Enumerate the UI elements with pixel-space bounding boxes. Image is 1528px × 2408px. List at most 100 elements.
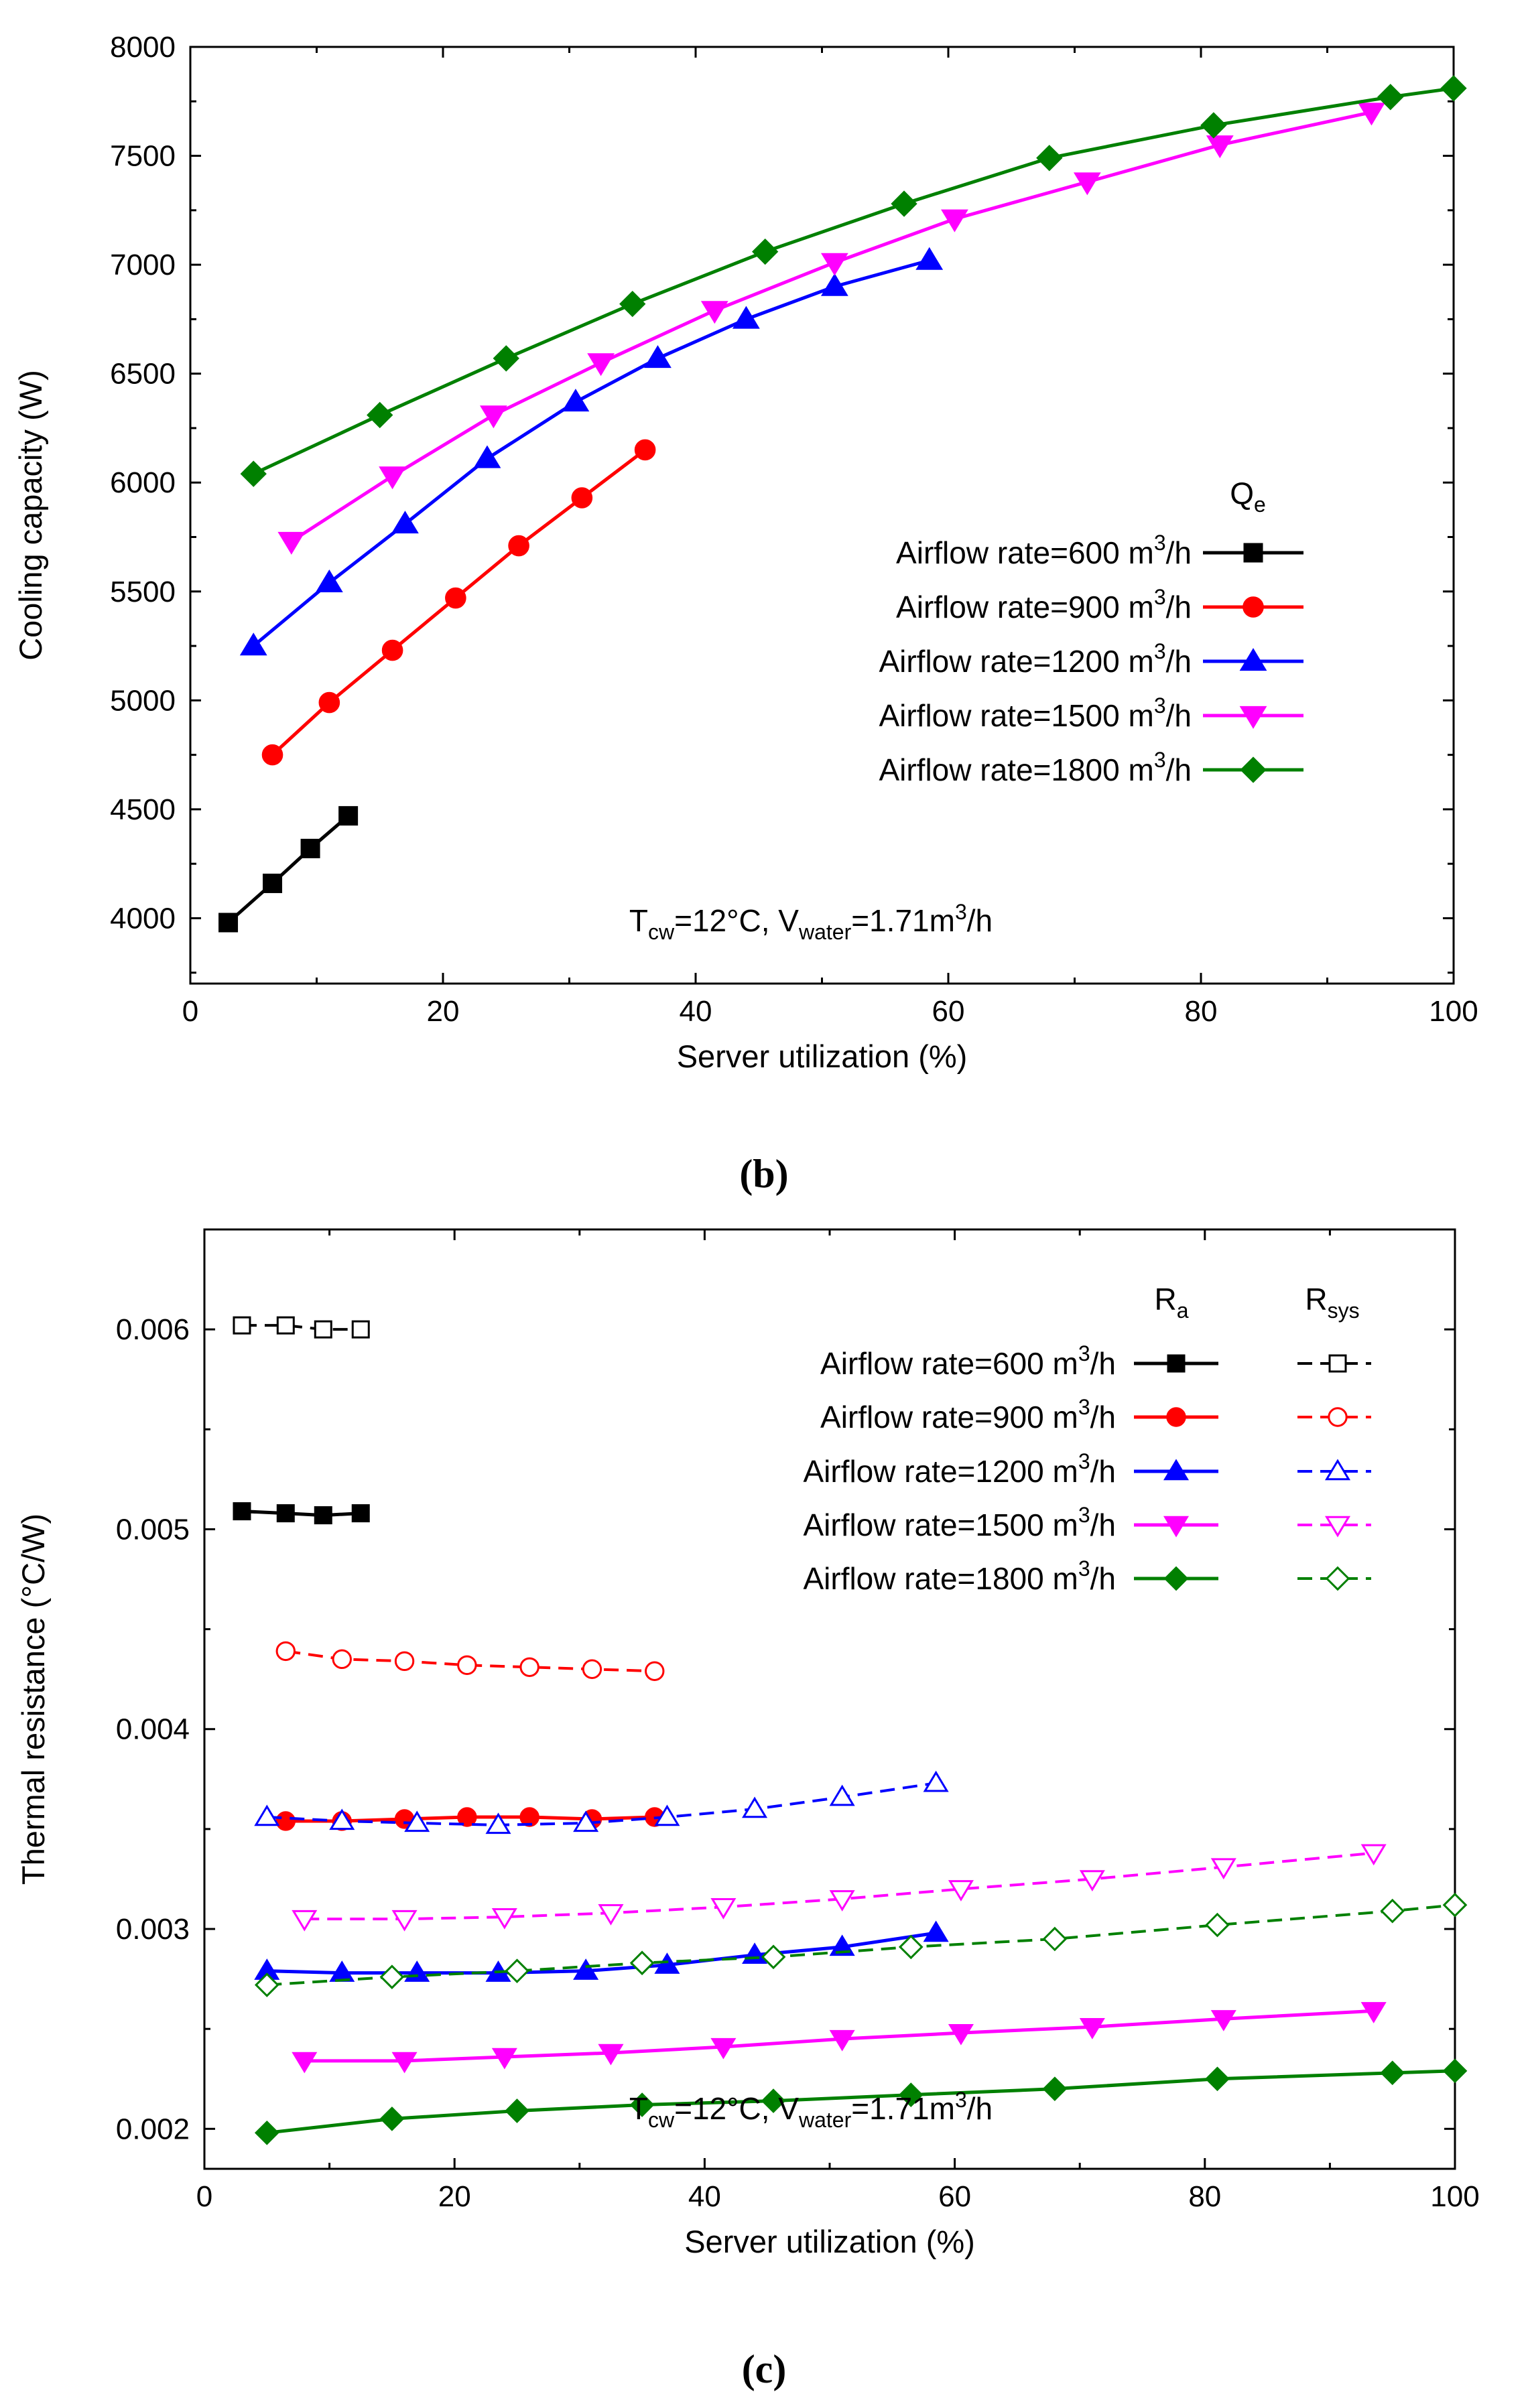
data-point [318, 691, 340, 714]
x-tick-label: 0 [182, 995, 198, 1028]
legend-label: Airflow rate=1800 m3/h [879, 748, 1192, 787]
data-point-rsys [379, 1964, 405, 1989]
data-point-rsys [1079, 1870, 1105, 1891]
conditions-annotation: Tcw=12°C, Vwater=1.71m3/h [629, 2088, 993, 2132]
legend-label-text: Airflow rate=1500 m [879, 698, 1153, 733]
data-point [315, 569, 343, 592]
annotation-sup: 3 [955, 2088, 967, 2112]
data-point-ra [254, 2120, 279, 2145]
data-point-ra [491, 2048, 517, 2070]
data-point-rsys [761, 1944, 786, 1970]
annotation-v-sub: water [798, 2108, 852, 2132]
legend-label-text: Airflow rate=1500 m [803, 1508, 1078, 1542]
legend-label-unit: /h [1166, 644, 1192, 679]
series-line-ra [267, 2069, 1456, 2135]
legend-marker-ra [1163, 1516, 1190, 1538]
legend-label: Airflow rate=1800 m3/h [803, 1556, 1116, 1596]
annotation-end: =1.71m [851, 903, 955, 938]
y-tick-label: 0.005 [116, 1513, 190, 1546]
legend-marker [1239, 706, 1267, 729]
data-point-rsys [275, 1641, 296, 1662]
data-point [367, 401, 393, 429]
data-point-rsys [645, 1661, 665, 1681]
data-point [391, 511, 419, 534]
data-point [277, 531, 306, 555]
legend-label-sup: 3 [1154, 585, 1166, 609]
data-point-ra [314, 1506, 332, 1525]
legend-marker-rsys [1324, 1459, 1351, 1481]
data-point-rsys [491, 1908, 517, 1930]
data-point-ra [505, 2098, 529, 2123]
legend-label-text: Airflow rate=1800 m [803, 1561, 1078, 1596]
data-point [1073, 172, 1101, 196]
data-point [1206, 135, 1234, 159]
legend-label: Airflow rate=600 m3/h [820, 1341, 1116, 1381]
data-point-rsys [1210, 1858, 1236, 1880]
data-point-ra [710, 2037, 737, 2060]
legend-label: Airflow rate=1200 m3/h [879, 639, 1192, 679]
data-point-ra [457, 1807, 477, 1827]
annotation-t: T [629, 2091, 648, 2126]
data-point-ra [948, 2023, 974, 2046]
x-tick-label: 0 [196, 2180, 212, 2213]
data-point [1440, 75, 1467, 102]
data-point-rsys [948, 1880, 974, 1901]
legend-label: Airflow rate=1500 m3/h [879, 693, 1192, 733]
data-point-rsys [329, 1808, 355, 1830]
y-tick-label: 6500 [110, 358, 176, 391]
chart-c: 0 20 40 60 80 100 0.002 0.003 0.004 0.005 0.006 Ser… [15, 1228, 1480, 2391]
annotation-tail: /h [967, 2091, 993, 2126]
y-tick-label: 0.004 [116, 1713, 190, 1746]
legend-label: Airflow rate=600 m3/h [896, 531, 1192, 570]
annotation-end: =1.71m [851, 2091, 955, 2126]
annotation-t: T [629, 903, 648, 938]
data-point-rsys [573, 1810, 599, 1832]
x-tick-label: 40 [680, 995, 712, 1028]
x-tick-label: 60 [938, 2180, 971, 2213]
data-point-ra [1210, 2010, 1236, 2031]
data-point [240, 460, 267, 487]
y-tick-label: 7000 [110, 249, 176, 281]
data-point-ra [1380, 2060, 1405, 2086]
legend-label-text: Airflow rate=600 m [820, 1346, 1078, 1381]
y-axis-label: Cooling capacity (W) [13, 370, 48, 661]
y-tick-label: 0.002 [116, 2113, 190, 2145]
data-point-rsys [1380, 1898, 1405, 1924]
data-point [300, 838, 320, 858]
data-point-rsys [629, 1950, 655, 1976]
data-point-ra [379, 2106, 405, 2131]
data-point-ra [233, 1502, 251, 1521]
legend-marker-ra [1163, 1459, 1190, 1481]
legend-marker [1239, 648, 1267, 671]
data-point-rsys [1442, 1892, 1468, 1918]
x-tick-label: 80 [1188, 2180, 1221, 2213]
data-point-rsys [898, 1934, 924, 1960]
x-tick-label: 80 [1185, 995, 1218, 1028]
data-point [1377, 84, 1404, 111]
data-point-rsys [391, 1910, 418, 1932]
data-point-rsys [829, 1890, 855, 1912]
data-point-ra [598, 2044, 624, 2066]
data-point-rsys [276, 1316, 295, 1335]
data-point-rsys [582, 1659, 602, 1679]
y-tick-label: 7500 [110, 140, 176, 173]
annotation-mid: =12°C, V [674, 2091, 799, 2126]
data-point [820, 273, 848, 296]
data-point-rsys [351, 1320, 370, 1339]
data-point [891, 190, 917, 217]
data-point-ra [1079, 2018, 1105, 2039]
data-point-rsys [485, 1812, 511, 1834]
series-line-rsys [304, 1851, 1374, 1921]
series-square [233, 1316, 370, 1525]
data-point [820, 253, 848, 276]
data-point [261, 744, 283, 766]
panel-label-b: (b) [739, 1152, 788, 1196]
data-point-ra [1360, 2002, 1387, 2023]
data-point-rsys [233, 1316, 251, 1335]
data-point [1358, 103, 1385, 126]
data-point-ra [923, 1920, 949, 1942]
x-axis-label: Server utilization (%) [677, 1039, 968, 1074]
data-point-ra [391, 2052, 418, 2074]
series-line [252, 259, 930, 647]
